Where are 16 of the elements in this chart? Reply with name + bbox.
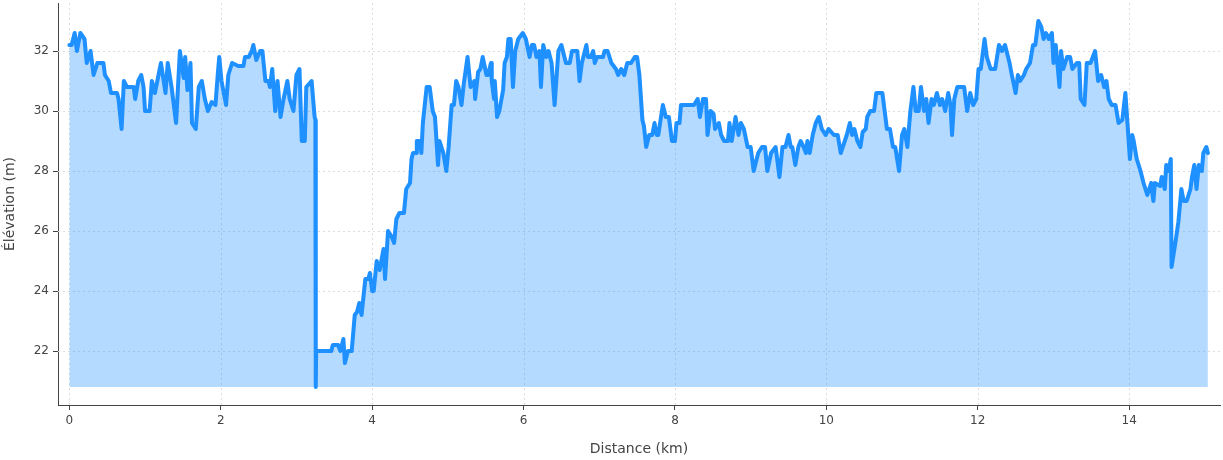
y-tick-label: 32 xyxy=(33,43,49,58)
x-tick-label: 6 xyxy=(519,413,528,428)
x-axis-title: Distance (km) xyxy=(589,440,689,457)
x-tick-label: 4 xyxy=(368,413,376,428)
y-tick-label: 24 xyxy=(33,283,49,298)
x-tick-label: 12 xyxy=(970,413,986,428)
y-tick-label: 30 xyxy=(33,103,49,118)
y-tick-label: 26 xyxy=(33,223,49,238)
x-tick-label: 2 xyxy=(216,413,225,428)
y-axis-title: Élévation (m) xyxy=(1,156,18,252)
x-tick-label: 10 xyxy=(818,413,834,428)
x-tick-label: 0 xyxy=(65,413,74,428)
x-tick-label: 14 xyxy=(1121,413,1137,428)
y-tick-label: 22 xyxy=(33,343,49,358)
y-tick-label: 28 xyxy=(33,163,49,178)
x-tick-label: 8 xyxy=(671,413,679,428)
